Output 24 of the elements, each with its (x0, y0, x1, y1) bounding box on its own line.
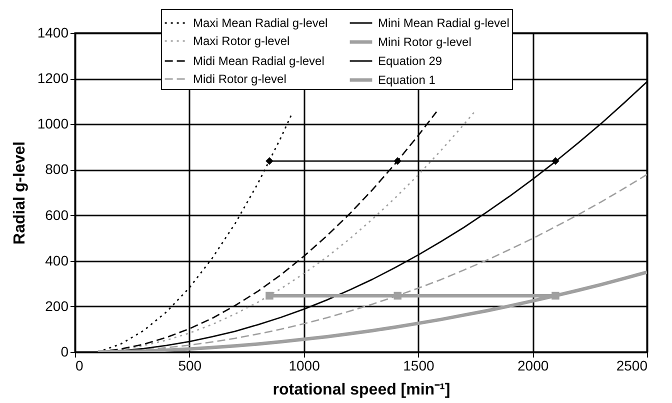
x-tick-label: 0 (76, 358, 84, 374)
legend-label: Mini Rotor g-level (378, 35, 472, 49)
x-axis-title: rotational speed [min⁻¹] (272, 382, 450, 398)
y-tick-label: 1400 (37, 24, 69, 40)
x-tick-label: 2500 (616, 358, 648, 374)
legend-label: Midi Mean Radial g-level (193, 54, 324, 68)
x-tick-label: 2000 (518, 358, 549, 374)
x-tick-label: 1500 (403, 358, 434, 374)
y-tick-label: 800 (45, 161, 69, 178)
legend-label: Mini Mean Radial g-level (378, 16, 510, 30)
x-tick-label: 500 (178, 358, 202, 374)
y-tick-label: 600 (45, 206, 69, 223)
x-tick-label: 1000 (288, 358, 320, 374)
legend-label: Maxi Mean Radial g-level (193, 16, 328, 30)
y-tick-label: 0 (60, 344, 69, 360)
y-tick-label: 400 (45, 252, 69, 268)
y-axis-title: Radial g-level (11, 141, 28, 245)
legend-label: Equation 29 (378, 54, 442, 68)
y-tick-label: 200 (45, 298, 69, 314)
y-tick-label: 1200 (37, 70, 69, 86)
y-tick-label: 1000 (37, 116, 69, 132)
legend-label: Maxi Rotor g-level (193, 34, 290, 48)
legend-label: Midi Rotor g-level (193, 72, 286, 86)
legend-label: Equation 1 (378, 73, 436, 87)
